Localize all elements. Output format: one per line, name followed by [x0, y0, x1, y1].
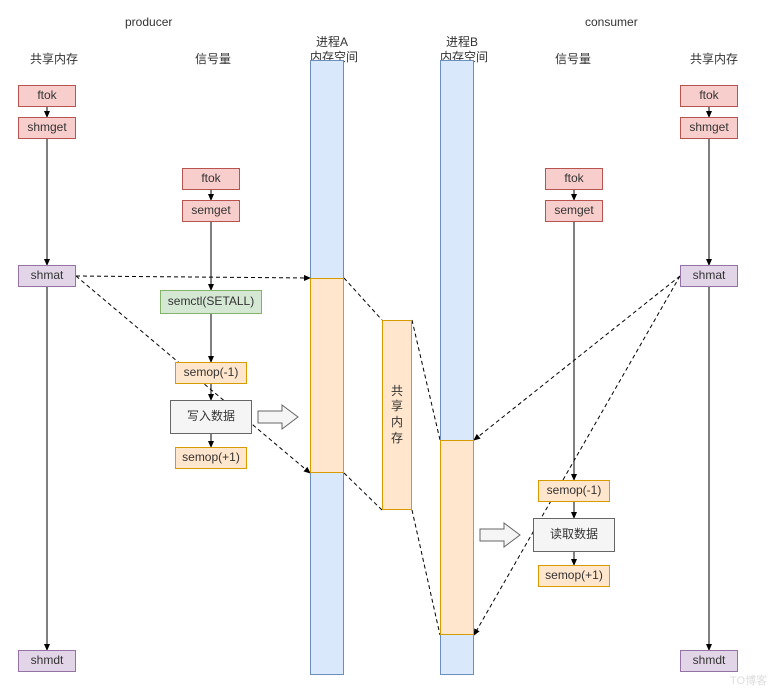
- node-c_semget: semget: [545, 200, 603, 222]
- header-sem_right: 信号量: [555, 50, 591, 67]
- node-p_shmdt: shmdt: [18, 650, 76, 672]
- dashed-arrow-0: [76, 276, 310, 278]
- header-sem_left: 信号量: [195, 50, 231, 67]
- shared-region-procA_shm: [310, 278, 344, 473]
- big-arrow-1: [480, 523, 520, 547]
- node-p_semop_p1: semop(+1): [175, 447, 247, 469]
- node-p_shmat: shmat: [18, 265, 76, 287]
- node-p_write: 写入数据: [170, 400, 252, 434]
- dashed-line-2: [412, 320, 440, 440]
- node-p_semget: semget: [182, 200, 240, 222]
- node-p_semctl: semctl(SETALL): [160, 290, 262, 314]
- node-c_read: 读取数据: [533, 518, 615, 552]
- dashed-line-3: [412, 510, 440, 635]
- shared-region-middle_shm: 共 享 内 存: [382, 320, 412, 510]
- header-consumer: consumer: [585, 15, 638, 29]
- node-c_semop_p1: semop(+1): [538, 565, 610, 587]
- node-p_shmget: shmget: [18, 117, 76, 139]
- node-c_shmget: shmget: [680, 117, 738, 139]
- watermark: TO博客: [730, 672, 767, 688]
- big-arrow-0: [258, 405, 298, 429]
- node-c_shmdt: shmdt: [680, 650, 738, 672]
- node-c_semop_m1: semop(-1): [538, 480, 610, 502]
- node-p_ftok: ftok: [18, 85, 76, 107]
- node-p_semop_m1: semop(-1): [175, 362, 247, 384]
- node-c_sem_ftok: ftok: [545, 168, 603, 190]
- node-c_shmat: shmat: [680, 265, 738, 287]
- dashed-line-1: [344, 473, 382, 510]
- header-producer: producer: [125, 15, 172, 29]
- dashed-arrow-2: [474, 276, 680, 440]
- node-p_sem_ftok: ftok: [182, 168, 240, 190]
- shared-region-procB_shm: [440, 440, 474, 635]
- dashed-line-0: [344, 278, 382, 320]
- node-c_ftok: ftok: [680, 85, 738, 107]
- header-shm_right: 共享内存: [690, 50, 738, 67]
- header-shm_left: 共享内存: [30, 50, 78, 67]
